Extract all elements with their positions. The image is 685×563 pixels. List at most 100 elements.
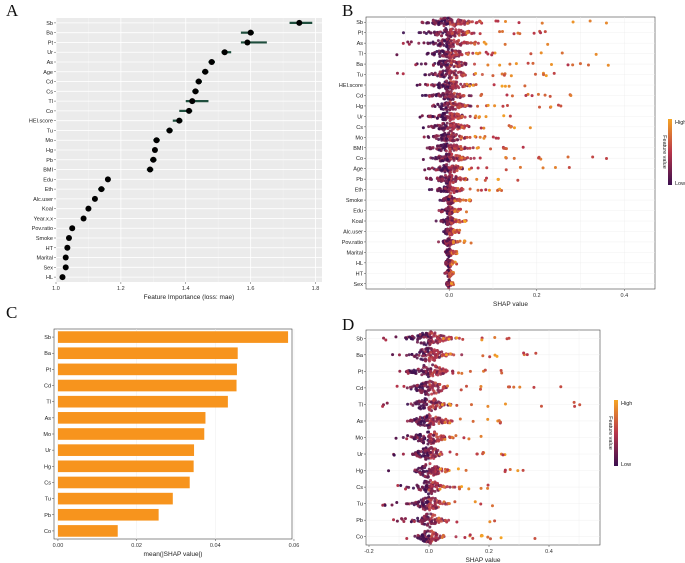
swarm-point (488, 537, 492, 541)
swarm-point (449, 168, 453, 172)
swarm-point (432, 370, 436, 374)
swarm-point (447, 155, 451, 159)
swarm-point (417, 500, 421, 504)
swarm-point (427, 517, 431, 521)
swarm-point (429, 435, 433, 439)
swarm-point (464, 384, 468, 388)
swarm-point (429, 498, 433, 502)
swarm-point (465, 124, 469, 128)
swarm-point (478, 135, 482, 139)
swarm-point (445, 336, 449, 340)
swarm-point (518, 385, 522, 389)
swarm-point (416, 451, 420, 455)
swarm-point (459, 70, 463, 74)
swarm-point (427, 416, 431, 420)
swarm-point (411, 452, 415, 456)
swarm-point (488, 520, 492, 524)
swarm-point (424, 176, 428, 180)
swarm-point (403, 517, 407, 521)
swarm-point (457, 207, 461, 211)
swarm-point (434, 405, 438, 409)
swarm-point (422, 363, 426, 367)
swarm-point (392, 518, 396, 522)
swarm-point (433, 513, 437, 517)
swarm-point (439, 83, 443, 87)
swarm-point (446, 22, 450, 26)
y-label-pov-ratio: Pov.ratio (32, 226, 53, 232)
swarm-point (419, 535, 423, 539)
swarm-point (482, 136, 486, 140)
swarm-point (435, 116, 439, 120)
swarm-point (414, 63, 418, 67)
swarm-point (437, 144, 441, 148)
swarm-point (463, 22, 467, 26)
x-tick-label: 1.8 (312, 286, 320, 292)
swarm-point (456, 186, 460, 190)
swarm-point (423, 62, 427, 66)
swarm-point (401, 72, 405, 76)
swarm-tu (381, 495, 494, 512)
swarm-point (395, 53, 399, 57)
swarm-point (442, 385, 446, 389)
swarm-tl (381, 397, 582, 413)
swarm-point (470, 31, 474, 35)
swarm-point (449, 39, 453, 43)
swarm-point (444, 137, 448, 141)
swarm-point (493, 104, 497, 108)
swarm-point (442, 485, 446, 489)
swarm-point (415, 389, 419, 393)
y-label-edu: Edu (43, 177, 53, 183)
swarm-point (425, 499, 429, 503)
swarm-point (453, 250, 457, 254)
swarm-point (497, 419, 501, 423)
swarm-point (409, 520, 413, 524)
swarm-point (417, 388, 421, 392)
swarm-point (486, 63, 490, 67)
point-ht (64, 244, 71, 251)
swarm-point (420, 533, 424, 537)
point-pov-ratio (69, 225, 76, 232)
bar-pb (57, 508, 159, 521)
swarm-point (536, 92, 540, 96)
swarm-point (435, 419, 439, 423)
swarm-point (566, 63, 570, 67)
swarm-point (416, 533, 420, 537)
y-label-ht: HT (46, 246, 54, 252)
swarm-point (429, 340, 433, 344)
swarm-point (442, 199, 446, 203)
swarm-point (471, 83, 475, 87)
swarm-point (437, 208, 441, 212)
swarm-point (510, 94, 514, 98)
swarm-point (512, 126, 516, 130)
swarm-point (486, 103, 490, 107)
swarm-point (415, 454, 419, 458)
swarm-point (456, 112, 460, 116)
swarm-point (430, 392, 434, 396)
y-label-marital: Marital (36, 256, 53, 262)
swarm-point (502, 73, 506, 77)
swarm-point (459, 388, 463, 392)
y-label-tl: Tl (46, 400, 51, 406)
swarm-point (460, 485, 464, 489)
bar-ba (57, 347, 238, 360)
swarm-point (459, 147, 463, 151)
swarm-point (508, 468, 512, 472)
swarm-point (424, 370, 428, 374)
swarm-point (548, 94, 552, 98)
swarm-point (422, 341, 426, 345)
swarm-point (458, 166, 462, 170)
swarm-point (434, 219, 438, 223)
swarm-point (521, 468, 525, 472)
swarm-point (423, 397, 427, 401)
swarm-point (420, 471, 424, 475)
y-label-smoke: Smoke (36, 236, 53, 242)
swarm-point (447, 202, 451, 206)
swarm-point (446, 31, 450, 35)
swarm-point (427, 480, 431, 484)
swarm-point (492, 83, 496, 87)
swarm-point (452, 80, 456, 84)
swarm-point (448, 421, 452, 425)
swarm-point (400, 517, 404, 521)
swarm-point (406, 40, 410, 44)
